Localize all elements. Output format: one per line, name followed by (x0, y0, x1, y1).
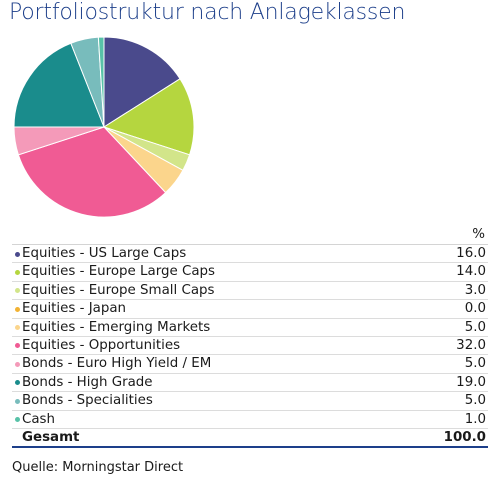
table-header: % (12, 226, 488, 245)
legend-bullet-icon (15, 417, 20, 423)
legend-row: Equities - Europe Small Caps 3.0 (12, 282, 488, 301)
legend-row: Equities - US Large Caps 16.0 (12, 245, 488, 264)
legend-label: Equities - Europe Large Caps (22, 264, 216, 280)
legend-bullet-icon (15, 288, 20, 294)
legend-row: Bonds - High Grade 19.0 (12, 374, 488, 393)
legend-value: 5.0 (464, 393, 486, 409)
legend-label: Equities - Japan (22, 301, 127, 317)
legend-bullet-icon (15, 306, 20, 312)
legend-label: Bonds - High Grade (22, 374, 153, 390)
legend-row: Equities - Europe Large Caps 14.0 (12, 263, 488, 282)
legend-bullet-icon (15, 380, 20, 386)
legend-label: Bonds - Euro High Yield / EM (22, 356, 212, 372)
legend-rows: Equities - US Large Caps 16.0 Equities - E… (12, 245, 488, 429)
legend-table: % Equities - US Large Caps 16.0 Equities -… (12, 226, 488, 449)
legend-value: 32.0 (456, 337, 486, 353)
legend-bullet-icon (15, 251, 20, 257)
legend-row: Cash 1.0 (12, 411, 488, 429)
legend-label: Equities - Opportunities (22, 337, 181, 353)
legend-row: Equities - Japan 0.0 (12, 300, 488, 319)
legend-row: Bonds - Specialities 5.0 (12, 392, 488, 411)
unit-header: % (472, 227, 485, 242)
chart-title: Portfoliostruktur nach Anlageklassen (9, 0, 406, 25)
legend-row: Equities - Opportunities 32.0 (12, 337, 488, 356)
legend-value: 14.0 (456, 264, 486, 280)
legend-value: 19.0 (456, 374, 486, 390)
legend-value: 5.0 (464, 356, 486, 372)
legend-label: Equities - US Large Caps (22, 246, 187, 261)
legend-label: Equities - Emerging Markets (22, 319, 211, 335)
legend-value: 1.0 (464, 411, 486, 427)
pie-slice (13, 42, 105, 128)
pie-slice (102, 78, 195, 156)
legend-value: 16.0 (456, 246, 486, 261)
total-row: Gesamt 100.0 (12, 429, 488, 449)
legend-bullet-icon (15, 269, 20, 275)
legend-bullet-icon (15, 361, 20, 367)
legend-bullet-icon (15, 325, 20, 331)
pie-slice (103, 36, 181, 128)
legend-row: Equities - Emerging Markets 5.0 (12, 319, 488, 337)
legend-bullet-icon (15, 343, 20, 349)
legend-bullet-icon (15, 398, 20, 404)
total-value: 100.0 (443, 429, 486, 445)
legend-label: Cash (22, 411, 56, 427)
source-note: Quelle: Morningstar Direct (12, 460, 184, 475)
pie-slice (97, 36, 105, 128)
legend-value: 3.0 (464, 282, 486, 298)
legend-label: Bonds - Specialities (22, 393, 153, 409)
legend-value: 5.0 (464, 319, 486, 335)
pie-chart (13, 36, 195, 218)
legend-value: 0.0 (464, 301, 486, 317)
pie-slice (17, 126, 167, 218)
legend-label: Equities - Europe Small Caps (22, 282, 215, 298)
legend-row: Bonds - Euro High Yield / EM 5.0 (12, 355, 488, 374)
total-label: Gesamt (22, 429, 80, 445)
